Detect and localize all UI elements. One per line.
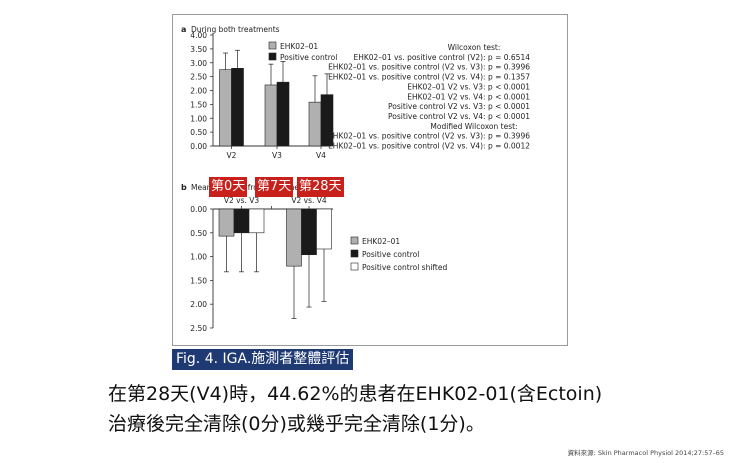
panel-a-letter: a [181,25,186,34]
panel-a-ytick-label: 1.50 [190,100,207,109]
panel-a-annotation: EHK02–01 V2 vs. V4: p < 0.0001 [407,92,530,101]
panel-b-ytick-label: 0.50 [190,229,207,238]
day-badge-0: 第0天 [209,177,248,197]
panel-b-bar-positive-control-shifted-v2-vs-v4 [316,208,332,250]
panel-b-ytick-label: 0.00 [190,205,207,214]
panel-a-xtick-label: V3 [272,151,282,160]
panel-b-bar-positive-control-shifted-v2-vs-v3 [248,208,265,234]
panel-a-annotation: EHK02–01 vs. positive control (V2 vs. V3… [328,132,530,141]
panel-b-legend-label-positive-control: Positive control [362,250,419,259]
panel-a-bar-positive-control-v3 [276,81,290,147]
panel-a-annotation: EHK02–01 vs. positive control (V2 vs. V3… [328,63,530,72]
panel-a-title: During both treatments [191,25,280,34]
panel-a-annotation: EHK02–01 V2 vs. V3: p < 0.0001 [407,82,530,91]
panel-a-annotation: Modified Wilcoxon test: [430,122,517,131]
panel-a-bar-ehk02-01-v3 [264,84,278,147]
panel-b-letter: b [181,183,187,192]
panel-b-legend-swatch-positive-control-shifted [350,262,359,271]
panel-b-ytick-label: 2.50 [190,324,207,333]
panel-b-xtick-label: V2 vs. V4 [291,196,327,205]
panel-a-legend-swatch-ehk02-01 [268,41,277,50]
panel-a-ytick-label: 3.00 [190,59,207,68]
panel-a-bar-ehk02-01-v2 [219,69,232,147]
panel-a-ytick-label: 1.00 [190,114,207,123]
figure-caption: Fig. 4. IGA.施測者整體評估 [172,349,354,370]
panel-a-xtick-label: V2 [227,151,237,160]
panel-b-title: Mean changes from baseline visit [191,183,317,192]
panel-a-ytick-label: 4.00 [190,31,207,40]
panel-b-ytick-label: 2.00 [190,300,207,309]
panel-b-xtick-label: V2 vs. V3 [224,196,260,205]
panel-a-ytick-label: 2.50 [190,73,207,82]
panel-a-ytick-label: 0.50 [190,128,207,137]
panel-a-legend-label-positive-control: Positive control [280,53,337,62]
panel-a-annotation: Positive control V2 vs. V3: p < 0.0001 [388,102,530,111]
body-line-2: 治療後完全清除(0分)或幾乎完全清除(1分)。 [108,413,485,435]
day-badge-7: 第7天 [255,177,294,197]
figure-panel: a During both treatments 0.00 0.50 1.00 1.50 2… [172,14,568,346]
panel-a-xtick-label: V4 [316,151,326,160]
panel-b-bar-positive-control-v2-vs-v4 [301,208,317,255]
panel-b-legend-label-ehk02-01: EHK02–01 [362,237,400,246]
panel-a-ytick-label: 2.00 [190,87,207,96]
panel-b-legend-swatch-positive-control [350,249,359,258]
panel-b-ytick-label: 1.00 [190,253,207,262]
panel-a-annotation: Positive control V2 vs. V4: p < 0.0001 [388,112,530,121]
source-note: 資料來源: Skin Pharmacol Physiol 2014;27:57–… [567,449,724,457]
panel-a-legend-label-ehk02-01: EHK02–01 [280,42,318,51]
panel-b-ytick-label: 1.50 [190,276,207,285]
panel-b-legend-swatch-ehk02-01 [350,236,359,245]
panel-a-ytick-label: 3.50 [190,45,207,54]
panel-b-bar-ehk02-01-v2-vs-v3 [218,208,235,237]
panel-a-bar-positive-control-v2 [231,67,244,147]
day-badge-28: 第28天 [297,177,344,197]
panel-a-annotation: EHK02–01 vs. positive control (V2): p = … [353,53,530,62]
panel-a-annotation: EHK02–01 vs. positive control (V2 vs. V4… [328,73,530,82]
panel-a-annotation: EHK02–01 vs. positive control (V2 vs. V4… [328,142,530,151]
panel-b-bar-positive-control-v2-vs-v3 [233,208,250,234]
panel-a-annotation: Wilcoxon test: [448,43,501,52]
iga-chart: a During both treatments 0.00 0.50 1.00 1.50 2… [181,25,530,333]
panel-a-ytick-label: 0.00 [190,142,207,151]
panel-b-bar-ehk02-01-v2-vs-v4 [286,208,302,267]
body-line-1: 在第28天(V4)時，44.62%的患者在EHK02-01(含Ectoin) [108,383,603,405]
panel-b-legend-label-positive-control-shifted: Positive control shifted [362,263,447,272]
panel-a-legend-swatch-positive-control [268,52,277,61]
panel-a-bar-ehk02-01-v4 [308,101,322,147]
